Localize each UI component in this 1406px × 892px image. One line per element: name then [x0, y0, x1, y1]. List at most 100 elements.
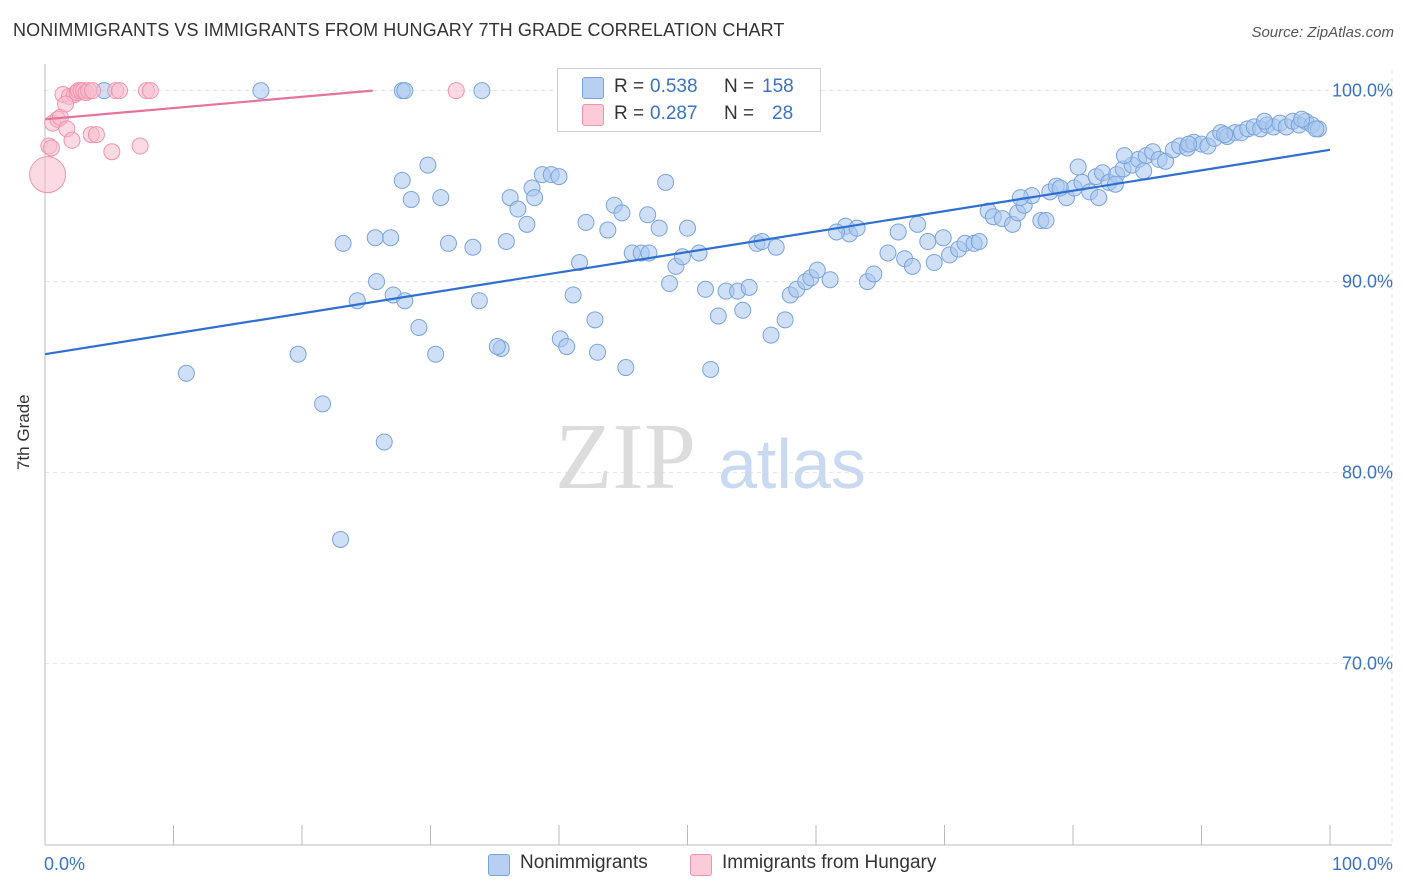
point-nonimmigrant	[439, 234, 457, 252]
point-nonimmigrant	[396, 82, 414, 100]
point-nonimmigrant	[1115, 147, 1133, 165]
source-credit: Source: ZipAtlas.com	[1251, 24, 1394, 41]
y-tick-label: 90.0%	[1342, 272, 1393, 292]
axes	[44, 64, 1392, 846]
point-immigrant	[63, 131, 81, 149]
point-nonimmigrant	[776, 311, 794, 329]
correlation-legend: R = 0.538 N = 158 R = 0.287 N = 28	[557, 68, 821, 132]
legend-r-value: 0.538	[650, 76, 698, 97]
point-nonimmigrant	[427, 345, 445, 363]
point-nonimmigrant	[613, 204, 631, 222]
point-nonimmigrant	[879, 244, 897, 262]
point-immigrant	[57, 95, 75, 113]
point-nonimmigrant	[402, 191, 420, 209]
point-nonimmigrant	[464, 238, 482, 256]
point-nonimmigrant	[518, 215, 536, 233]
point-nonimmigrant	[571, 254, 589, 272]
point-nonimmigrant	[509, 200, 527, 218]
point-immigrant	[29, 156, 67, 194]
point-nonimmigrant	[488, 338, 506, 356]
point-nonimmigrant	[393, 171, 411, 189]
trend-lines	[44, 89, 1331, 356]
point-immigrant	[141, 82, 159, 100]
point-nonimmigrant	[473, 82, 491, 100]
legend-n-value: 158	[762, 76, 794, 97]
point-immigrant	[87, 126, 105, 144]
point-nonimmigrant	[550, 168, 568, 186]
point-nonimmigrant	[690, 244, 708, 262]
point-nonimmigrant	[889, 223, 907, 241]
point-immigrant	[84, 82, 102, 100]
point-nonimmigrant	[865, 265, 883, 283]
point-nonimmigrant	[903, 257, 921, 275]
trend-line-immigrants	[44, 89, 373, 121]
x-tick-label: 100.0%	[1332, 854, 1393, 874]
point-nonimmigrant	[382, 229, 400, 247]
point-nonimmigrant	[577, 213, 595, 231]
point-nonimmigrant	[740, 278, 758, 296]
point-nonimmigrant	[470, 292, 488, 310]
point-nonimmigrant	[252, 82, 270, 100]
point-immigrant	[111, 82, 129, 100]
point-nonimmigrant	[1180, 135, 1198, 153]
watermark-zip: ZIP	[555, 405, 696, 509]
legend-swatch-pink	[582, 104, 604, 126]
point-nonimmigrant	[497, 233, 515, 251]
point-nonimmigrant	[934, 229, 952, 247]
point-nonimmigrant	[1255, 112, 1273, 130]
point-nonimmigrant	[679, 219, 696, 237]
x-tick-label: 0.0%	[44, 854, 85, 874]
point-nonimmigrant	[709, 307, 727, 325]
point-nonimmigrant	[368, 273, 386, 291]
point-nonimmigrant	[589, 343, 607, 361]
point-nonimmigrant	[1216, 126, 1234, 144]
point-nonimmigrant	[334, 234, 352, 252]
legend-n-label: N =	[724, 103, 755, 124]
point-nonimmigrant	[564, 286, 582, 304]
point-nonimmigrant	[375, 433, 393, 451]
y-tick-label: 70.0%	[1342, 654, 1393, 674]
point-nonimmigrant	[1069, 158, 1087, 176]
point-nonimmigrant	[410, 318, 428, 336]
point-nonimmigrant	[558, 338, 576, 356]
point-nonimmigrant	[696, 280, 714, 298]
point-nonimmigrant	[702, 360, 720, 378]
point-nonimmigrant	[909, 215, 927, 233]
bottom-legend-swatch-pink	[690, 854, 712, 876]
bottom-legend-label: Nonimmigrants	[520, 852, 648, 873]
bottom-legend-label: Immigrants from Hungary	[722, 852, 937, 873]
point-nonimmigrant	[919, 233, 937, 251]
point-nonimmigrant	[332, 530, 350, 548]
y-axis-label: 7th Grade	[14, 394, 33, 470]
watermark-atlas: atlas	[718, 425, 866, 503]
point-nonimmigrant	[661, 275, 679, 293]
legend-r-value: 0.287	[650, 103, 698, 124]
point-nonimmigrant	[1037, 212, 1055, 230]
point-nonimmigrant	[808, 261, 826, 279]
legend-swatch-blue	[582, 77, 604, 99]
tick-labels: 100.0% 90.0% 80.0% 70.0% 0.0% 100.0%	[44, 81, 1393, 874]
point-immigrant	[103, 143, 121, 161]
point-nonimmigrant	[1135, 162, 1153, 180]
point-nonimmigrant	[1090, 189, 1108, 207]
y-tick-label: 100.0%	[1332, 81, 1393, 101]
point-nonimmigrant	[848, 219, 866, 237]
point-nonimmigrant	[289, 345, 307, 363]
y-tick-label: 80.0%	[1342, 463, 1393, 483]
point-nonimmigrant	[639, 206, 657, 224]
point-nonimmigrant	[767, 238, 785, 256]
point-nonimmigrant	[821, 271, 839, 289]
point-nonimmigrant	[657, 173, 675, 191]
trend-line-nonimmigrants	[44, 148, 1331, 356]
series-nonimmigrants	[95, 82, 1327, 548]
legend-r-label: R =	[614, 76, 645, 97]
point-nonimmigrant	[1307, 120, 1325, 138]
chart-title: NONIMMIGRANTS VS IMMIGRANTS FROM HUNGARY…	[13, 20, 785, 40]
point-nonimmigrant	[925, 254, 943, 272]
point-nonimmigrant	[314, 395, 332, 413]
point-nonimmigrant	[650, 219, 668, 237]
point-nonimmigrant	[734, 301, 752, 319]
point-nonimmigrant	[599, 221, 617, 239]
series-immigrants-from-hungary	[29, 82, 465, 194]
